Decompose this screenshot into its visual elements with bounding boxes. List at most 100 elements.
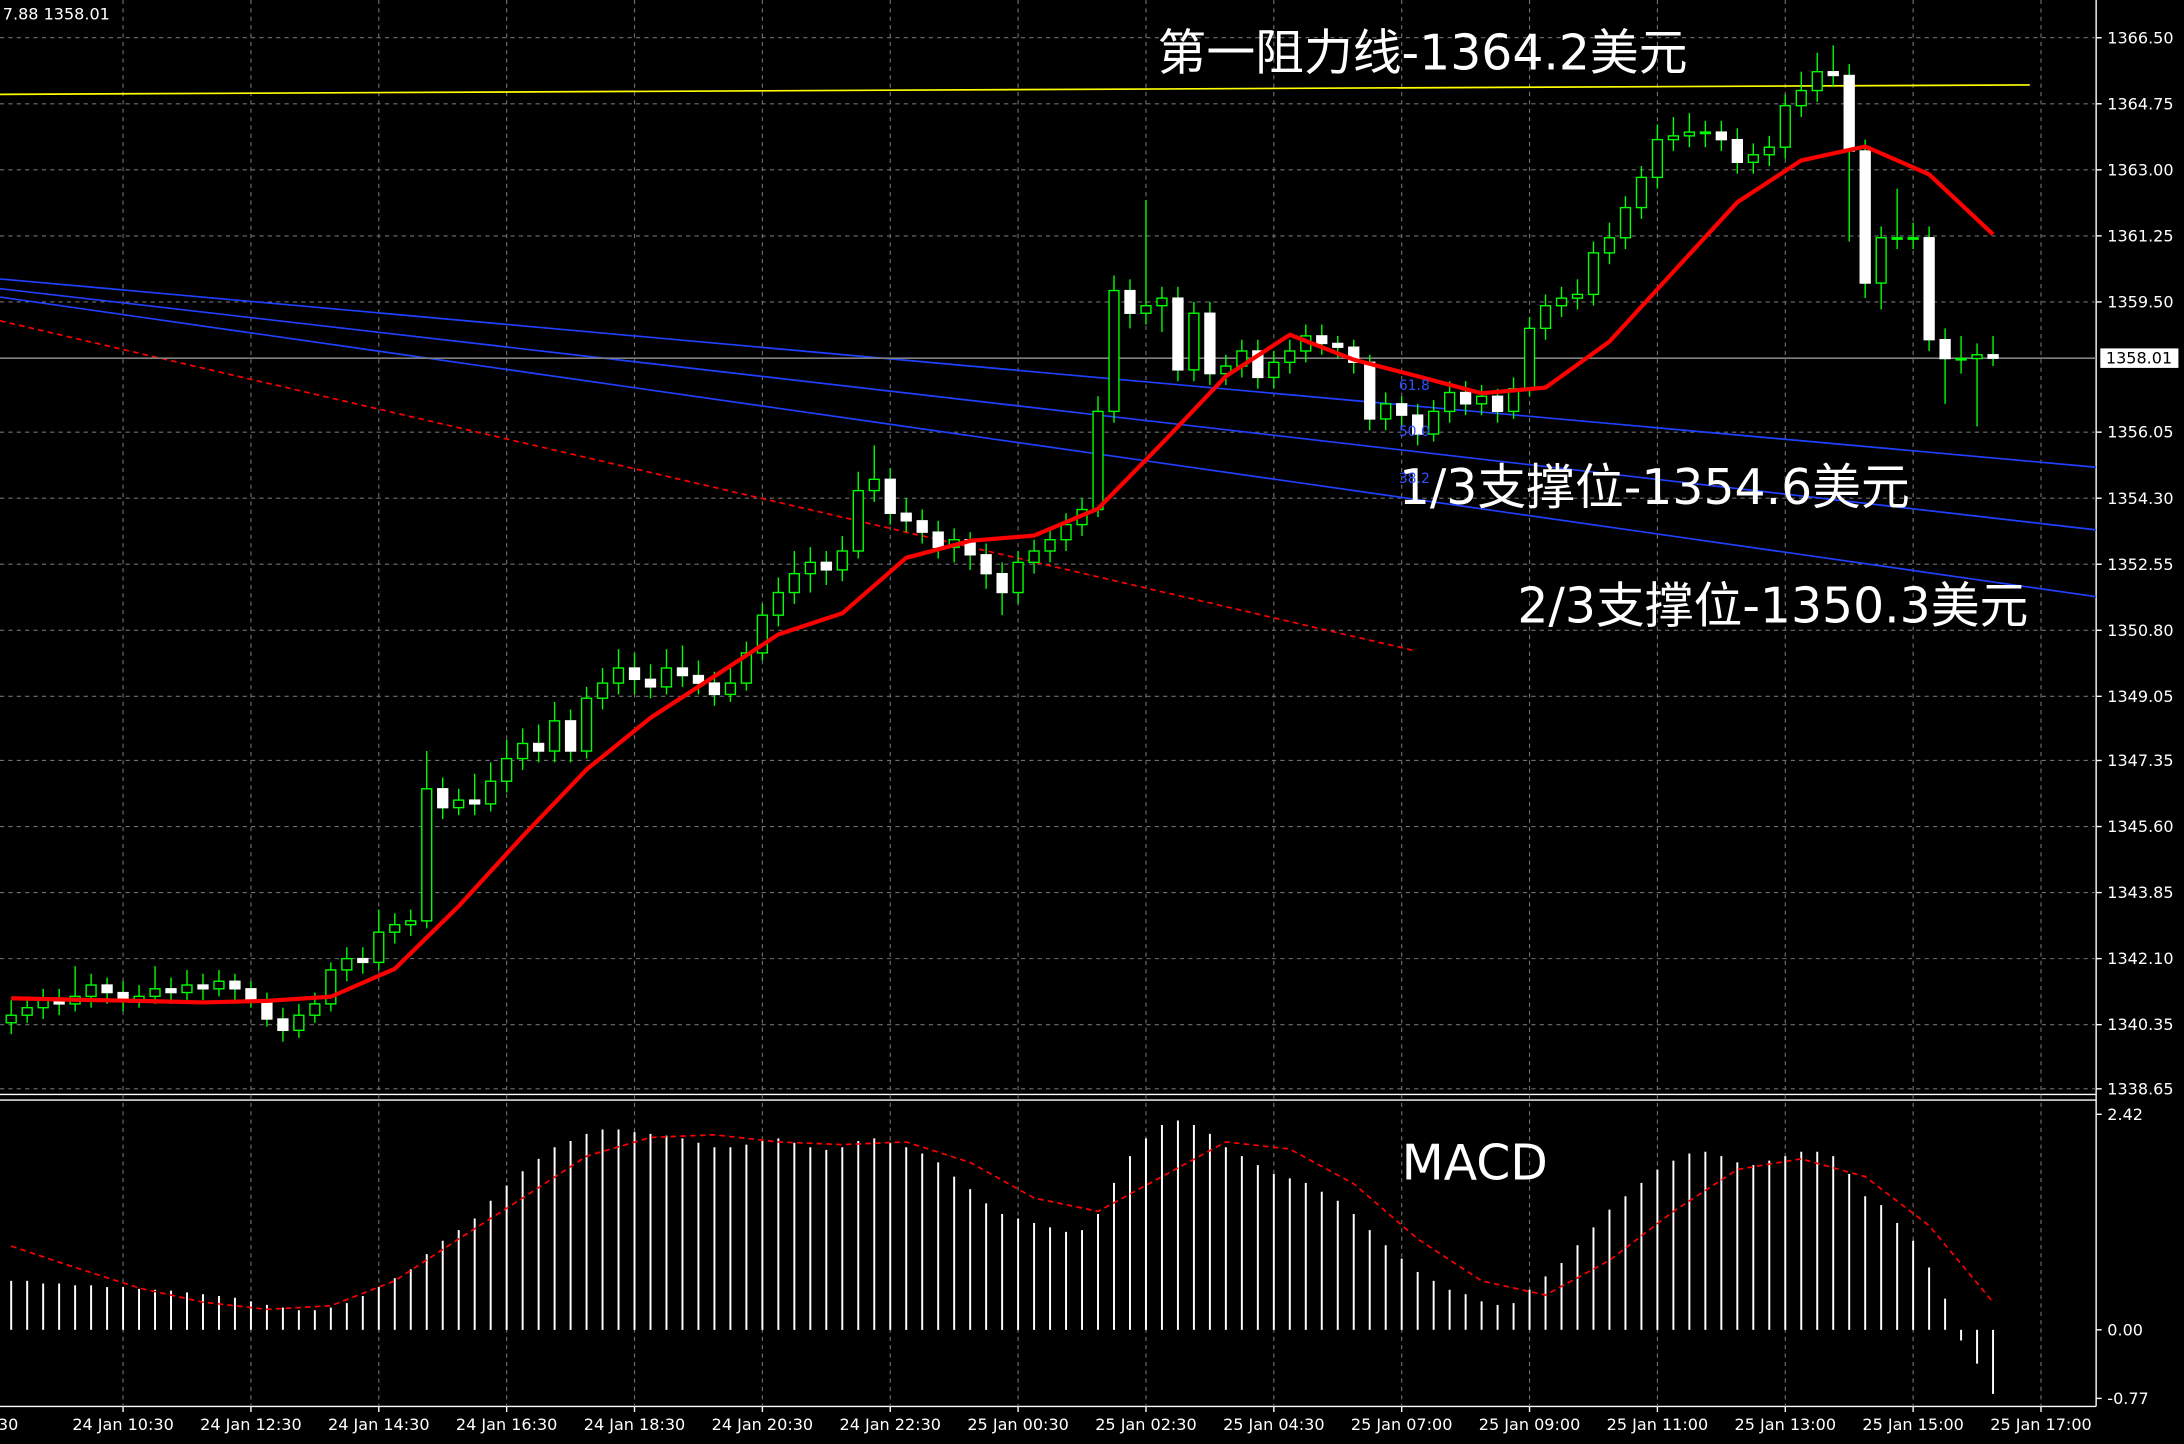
trend-line	[0, 84, 2030, 96]
candle-body	[852, 489, 864, 552]
candle-body	[421, 788, 433, 922]
candle-body	[197, 984, 209, 990]
candle-body	[772, 591, 785, 616]
y-tick-label: 1347.35	[2107, 751, 2173, 770]
candle-body	[1204, 312, 1216, 375]
candle-body	[37, 999, 49, 1009]
candle-body	[708, 682, 721, 696]
y-tick-label: -0.77	[2107, 1389, 2148, 1408]
x-tick-label: 25 Jan 00:30	[967, 1415, 1068, 1434]
y-tick-label: 1342.10	[2107, 949, 2173, 968]
candle-body	[548, 720, 561, 752]
candle-body	[1252, 350, 1264, 379]
candle-body	[437, 788, 449, 809]
info-text: 7.88 1358.01	[3, 5, 110, 24]
candle-body	[389, 923, 401, 933]
candle-body	[469, 799, 481, 805]
candle-body	[980, 554, 992, 575]
y-tick-label: 1359.50	[2107, 293, 2173, 312]
candle-body	[1843, 74, 1855, 152]
candle-body	[1827, 71, 1839, 77]
candle-body	[1539, 305, 1552, 330]
candle-body	[1859, 150, 1871, 284]
candle-body	[1060, 523, 1072, 541]
candle-body	[1763, 146, 1775, 156]
candle-body	[1603, 237, 1616, 254]
candle-body	[1475, 395, 1488, 405]
candle-body	[1875, 237, 1887, 284]
candle-body	[293, 1014, 305, 1032]
x-tick-label: 24 Jan 10:30	[72, 1415, 173, 1434]
candle-body	[501, 757, 513, 782]
candle-body	[373, 931, 385, 964]
candle-body	[405, 920, 417, 926]
x-tick-label: 25 Jan 17:00	[1990, 1415, 2091, 1434]
last-price-label: 1358.01	[2106, 349, 2172, 368]
candle-body	[628, 667, 641, 681]
candle-body	[1428, 410, 1440, 435]
candle-body	[1651, 138, 1664, 179]
annotation: 1/3支撑位-1354.6美元	[1399, 459, 1910, 516]
candle-body	[676, 667, 689, 677]
candle-body	[1364, 361, 1376, 420]
candle-body	[1587, 252, 1600, 296]
x-tick-label: 25 Jan 04:30	[1223, 1415, 1324, 1434]
candle-body	[1044, 538, 1056, 552]
candle-body	[357, 957, 369, 964]
x-tick-label: 25 Jan 09:00	[1479, 1415, 1580, 1434]
y-tick-label: 1350.80	[2107, 621, 2173, 640]
candle-body	[836, 550, 848, 571]
y-tick-label: 1343.85	[2107, 883, 2173, 902]
candle-body	[1491, 395, 1504, 413]
candle-body	[932, 531, 944, 548]
x-tick-label: 25 Jan 02:30	[1095, 1415, 1196, 1434]
x-tick-label: 24 Jan 18:30	[584, 1415, 685, 1434]
candle-body	[1188, 312, 1200, 371]
candle-body	[692, 674, 705, 684]
x-tick-label: 24 Jan 16:30	[456, 1415, 557, 1434]
x-tick-label: 08:30	[0, 1415, 18, 1434]
candle-body	[1380, 403, 1392, 420]
candle-body	[1396, 403, 1408, 416]
macd-title: MACD	[1402, 1134, 1548, 1191]
candle-body	[1795, 89, 1807, 107]
candle-body	[660, 667, 673, 688]
candle-body	[1220, 365, 1232, 375]
candle-body	[724, 682, 737, 696]
candle-body	[245, 988, 257, 1001]
candle-body	[1268, 361, 1280, 379]
candle-body	[1987, 354, 1999, 359]
y-tick-label: 1352.55	[2107, 555, 2173, 574]
candle-body	[101, 984, 113, 994]
trend-line	[0, 296, 2097, 598]
x-tick-label: 24 Jan 12:30	[200, 1415, 301, 1434]
y-tick-label: 1338.65	[2107, 1079, 2173, 1098]
candle-body	[1523, 327, 1536, 390]
candle-body	[820, 561, 832, 571]
candle-body	[1955, 357, 1967, 361]
y-tick-label: 2.42	[2107, 1105, 2143, 1124]
candle-body	[277, 1018, 289, 1032]
y-tick-label: 1361.25	[2107, 226, 2173, 245]
candle-body	[453, 799, 465, 809]
candle-body	[644, 678, 657, 688]
candle-body	[1332, 342, 1344, 348]
candle-body	[788, 572, 800, 594]
candle-body	[485, 780, 497, 805]
candle-body	[996, 572, 1008, 594]
x-tick-label: 24 Jan 14:30	[328, 1415, 429, 1434]
candle-body	[756, 614, 769, 654]
annotation: 2/3支撑位-1350.3美元	[1517, 577, 2028, 634]
candle-body	[1699, 131, 1712, 135]
x-tick-label: 25 Jan 11:00	[1607, 1415, 1708, 1434]
candle-body	[1412, 414, 1424, 435]
candle-body	[1747, 154, 1759, 163]
fib-label: 38.2	[1399, 471, 1430, 487]
candle-body	[1971, 354, 1983, 360]
y-tick-label: 1345.60	[2107, 817, 2173, 836]
candle-body	[1811, 71, 1823, 92]
candle-body	[149, 988, 161, 998]
moving-average	[11, 144, 1995, 1005]
annotation: 第一阻力线-1364.2美元	[1158, 25, 1688, 82]
